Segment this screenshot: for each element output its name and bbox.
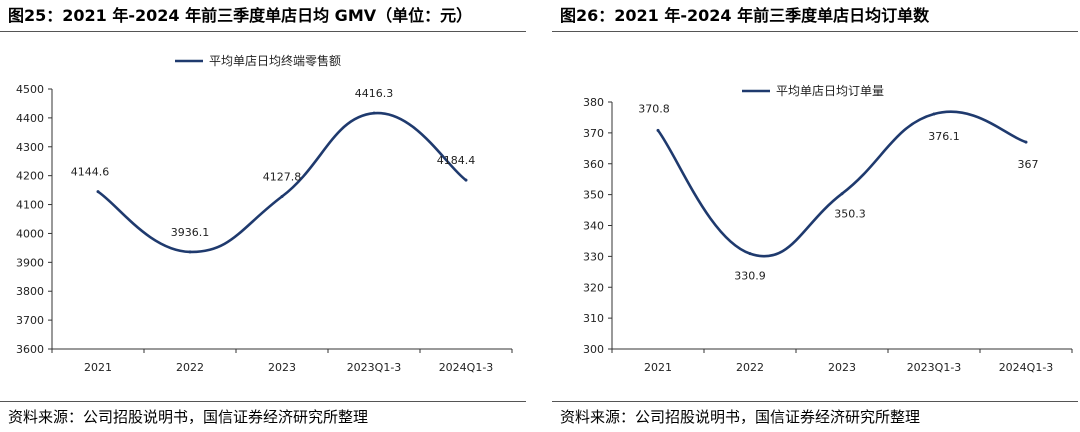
y-tick-label: 300: [583, 343, 604, 356]
x-tick-label: 2023Q1-3: [907, 361, 962, 374]
y-tick-label: 3800: [16, 285, 44, 298]
legend-label: 平均单店日均订单量: [776, 84, 884, 98]
x-tick-label: 2024Q1-3: [999, 361, 1054, 374]
y-tick-label: 3700: [16, 314, 44, 327]
data-point: [188, 250, 192, 254]
chart-panel-gmv: 图25：2021 年-2024 年前三季度单店日均 GMV（单位：元） 3600…: [0, 0, 526, 432]
y-tick-label: 370: [583, 127, 604, 140]
x-tick-label: 2022: [736, 361, 764, 374]
y-tick-label: 340: [583, 220, 604, 233]
y-tick-label: 350: [583, 189, 604, 202]
data-point: [656, 128, 660, 132]
data-point: [932, 112, 936, 116]
data-point: [464, 178, 468, 182]
y-tick-label: 380: [583, 96, 604, 109]
x-tick-label: 2023Q1-3: [347, 361, 402, 374]
y-tick-label: 4100: [16, 199, 44, 212]
data-label: 4144.6: [71, 166, 110, 179]
series-line: [656, 110, 1027, 258]
y-tick-label: 4500: [16, 83, 44, 96]
orders-line-chart: 300 310 320 330 340 350 360 370 380 2021 2022 2023 2…: [583, 84, 1073, 374]
source-rule: [552, 401, 1078, 402]
x-tick-label: 2024Q1-3: [439, 361, 494, 374]
data-label: 4416.3: [355, 87, 394, 100]
x-tick-label: 2021: [644, 361, 672, 374]
gmv-line-chart: 3600 3700 3800 3900 4000 4100 4200 4300 4400 4500…: [16, 53, 513, 374]
x-tick-label: 2022: [176, 361, 204, 374]
source-note: 资料来源：公司招股说明书，国信证券经济研究所整理: [560, 408, 921, 426]
title-rule: [0, 31, 526, 32]
data-label: 370.8: [638, 102, 670, 115]
data-point: [1024, 140, 1028, 144]
y-tick-label: 3600: [16, 343, 44, 356]
y-tick-label: 4400: [16, 112, 44, 125]
legend-label: 平均单店日均终端零售额: [209, 53, 341, 68]
x-tick-label: 2023: [828, 361, 856, 374]
data-point: [372, 111, 376, 115]
y-tick-label: 320: [583, 281, 604, 294]
data-point: [280, 195, 284, 199]
chart-title: 图26：2021 年-2024 年前三季度单店日均订单数: [560, 6, 930, 25]
x-tick-label: 2021: [84, 361, 112, 374]
data-point: [748, 252, 752, 256]
y-tick-label: 310: [583, 312, 604, 325]
x-tick-label: 2023: [268, 361, 296, 374]
chart-panel-orders: 图26：2021 年-2024 年前三季度单店日均订单数 300 310 320 33…: [552, 0, 1078, 432]
data-label: 4127.8: [263, 171, 302, 184]
y-tick-label: 330: [583, 250, 604, 263]
y-tick-label: 4200: [16, 170, 44, 183]
data-label: 350.3: [834, 208, 866, 221]
y-tick-label: 360: [583, 158, 604, 171]
source-rule: [0, 401, 526, 402]
y-tick-label: 4300: [16, 141, 44, 154]
y-tick-label: 4000: [16, 227, 44, 240]
data-point: [96, 190, 100, 194]
data-label: 367: [1018, 158, 1039, 171]
data-point: [840, 192, 844, 196]
data-label: 3936.1: [171, 226, 210, 239]
chart-title: 图25：2021 年-2024 年前三季度单店日均 GMV（单位：元）: [8, 6, 473, 25]
title-rule: [552, 31, 1078, 32]
data-label: 330.9: [734, 270, 766, 283]
data-label: 4184.4: [437, 154, 476, 167]
data-label: 376.1: [928, 130, 960, 143]
source-note: 资料来源：公司招股说明书，国信证券经济研究所整理: [8, 408, 369, 426]
y-tick-label: 3900: [16, 256, 44, 269]
